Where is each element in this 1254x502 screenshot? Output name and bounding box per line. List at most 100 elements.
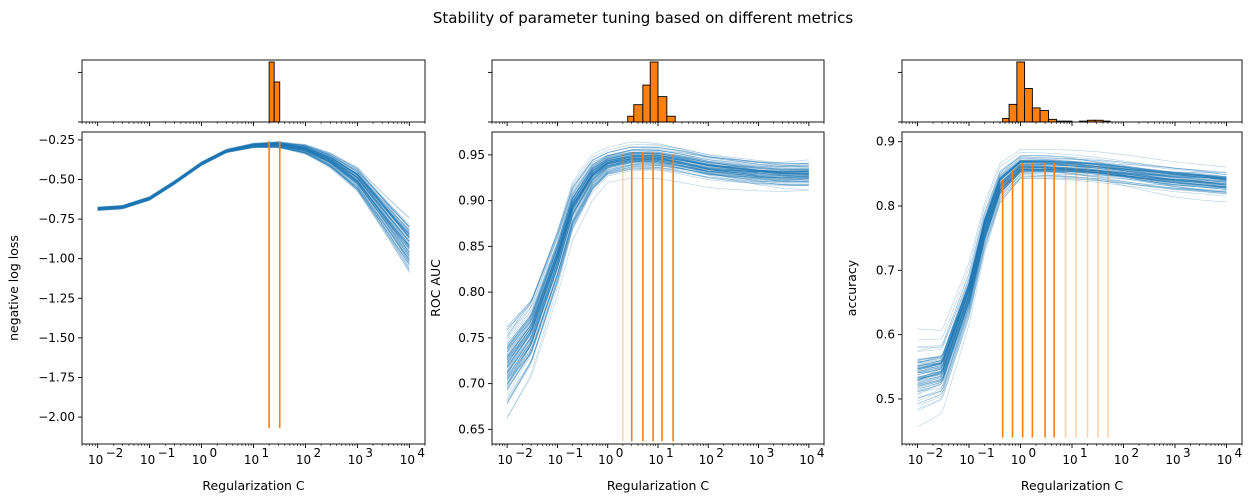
cv-curve: [97, 142, 410, 228]
cv-curve: [506, 155, 809, 378]
x-tick-label: 10: [192, 453, 207, 467]
x-tick-label-exponent: 2: [1131, 446, 1139, 460]
cv-curve: [97, 146, 410, 266]
cv-curve: [97, 147, 410, 271]
cv-curve: [97, 146, 410, 260]
cv-curve: [97, 146, 410, 260]
y-tick-label: 0.95: [458, 148, 485, 162]
cv-curve: [97, 143, 410, 236]
cv-curve: [97, 142, 410, 227]
cv-curve: [97, 142, 410, 234]
cv-curve: [917, 175, 1227, 427]
x-axis-label: Regularization C: [202, 478, 305, 493]
cv-curve: [97, 143, 410, 235]
cv-curve: [917, 169, 1227, 386]
cv-curve: [917, 169, 1227, 387]
x-tick-label-exponent: 0: [1029, 446, 1037, 460]
cv-curve: [97, 145, 410, 251]
cv-curve: [506, 156, 809, 360]
cv-curve: [506, 167, 809, 396]
cv-curve: [97, 141, 410, 220]
cv-curve: [506, 155, 809, 362]
cv-curve: [917, 161, 1227, 369]
cv-curve: [506, 158, 809, 374]
cv-curve: [506, 141, 809, 333]
cv-curve: [97, 143, 410, 242]
plot-frame: [81, 131, 426, 445]
hist-bar: [633, 104, 644, 123]
cv-curve: [506, 153, 809, 352]
x-tick-label-exponent: −2: [926, 446, 944, 460]
y-tick-label: 0.9: [876, 135, 895, 149]
cv-curve: [97, 142, 410, 231]
cv-curve: [506, 157, 809, 364]
x-tick-label: 10: [1011, 453, 1026, 467]
cv-curve: [917, 168, 1227, 386]
cv-curve: [97, 142, 410, 238]
hist-bar: [1002, 118, 1010, 123]
cv-curve: [917, 171, 1227, 391]
cv-curve: [506, 168, 809, 405]
y-tick-label: −0.75: [38, 212, 75, 226]
x-tick-label: 10: [908, 453, 923, 467]
x-tick-label-exponent: 4: [417, 446, 425, 460]
x-tick-label-exponent: −1: [158, 446, 176, 460]
cv-curve: [917, 167, 1227, 386]
optimal-c-histogram: [898, 59, 1243, 126]
y-tick-label: 0.80: [458, 285, 485, 299]
cv-curve: [506, 149, 809, 338]
cv-curve: [97, 142, 410, 234]
cv-curve: [97, 143, 410, 239]
cv-curve: [97, 145, 410, 255]
cv-curve: [506, 167, 809, 391]
cv-curve: [917, 167, 1227, 383]
cv-curve: [97, 143, 410, 242]
cv-curve: [506, 159, 809, 375]
y-tick-label: 0.65: [458, 422, 485, 436]
cv-curve: [97, 143, 410, 238]
figure-title: Stability of parameter tuning based on d…: [433, 9, 853, 27]
cv-curve: [917, 160, 1227, 363]
y-axis-label: ROC AUC: [428, 259, 443, 317]
x-tick-label: 10: [1165, 453, 1180, 467]
y-tick-label: −2.00: [38, 410, 75, 424]
cv-curve: [97, 143, 410, 243]
cv-curve: [506, 165, 809, 404]
cv-curve: [506, 158, 809, 372]
cv-curve: [917, 165, 1227, 374]
x-tick-label-exponent: 0: [210, 446, 218, 460]
cv-curve: [917, 169, 1227, 402]
x-tick-label-exponent: 2: [313, 446, 321, 460]
cv-curve: [506, 151, 809, 345]
cv-curve: [917, 164, 1227, 374]
cv-curve: [506, 156, 809, 368]
y-axis-label: negative log loss: [6, 235, 21, 341]
cv-curve: [97, 142, 410, 228]
cv-curve: [97, 146, 410, 258]
cv-curve: [97, 145, 410, 247]
cv-curve: [917, 176, 1227, 405]
cv-curve: [506, 157, 809, 380]
cv-curve: [917, 161, 1227, 368]
cv-curve: [506, 155, 809, 369]
cv-curve: [506, 159, 809, 373]
cv-curve: [97, 142, 410, 232]
cv-curve: [97, 147, 410, 273]
cv-curve: [97, 145, 410, 247]
x-tick-label-exponent: 1: [262, 446, 270, 460]
cv-curve: [506, 156, 809, 368]
cv-curve: [917, 170, 1227, 400]
cv-curve: [917, 168, 1227, 375]
cv-curve: [506, 156, 809, 352]
cv-curve: [97, 143, 410, 242]
cv-curve: [97, 144, 410, 247]
cv-curve: [917, 166, 1227, 378]
cv-curve: [506, 154, 809, 368]
cv-curve: [506, 152, 809, 345]
cv-curve: [506, 168, 809, 402]
cv-curve: [917, 161, 1227, 371]
cv-curve: [506, 158, 809, 360]
cv-curve: [506, 157, 809, 378]
x-tick-label: 10: [348, 453, 363, 467]
hist-bar: [657, 96, 668, 123]
